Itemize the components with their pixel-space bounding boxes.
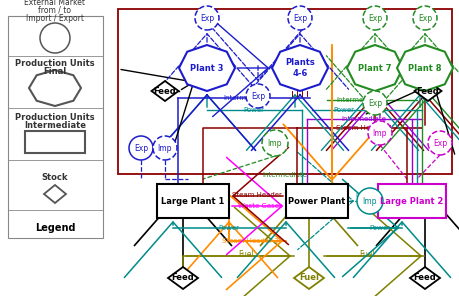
Text: Stock: Stock xyxy=(42,173,68,183)
Circle shape xyxy=(195,6,218,30)
Polygon shape xyxy=(151,81,178,101)
Text: Feed: Feed xyxy=(171,274,194,282)
Circle shape xyxy=(367,121,391,145)
Circle shape xyxy=(129,136,153,160)
Polygon shape xyxy=(396,45,452,91)
Text: Power: Power xyxy=(218,225,239,231)
Text: from / to: from / to xyxy=(39,6,71,15)
Text: Plant 8: Plant 8 xyxy=(408,64,441,73)
Polygon shape xyxy=(29,70,81,106)
Text: Exp: Exp xyxy=(367,14,381,22)
Text: Steam Header 3: Steam Header 3 xyxy=(221,238,278,244)
Text: Intermediate: Intermediate xyxy=(336,97,381,103)
Text: Exp: Exp xyxy=(292,14,307,22)
Circle shape xyxy=(427,131,451,155)
FancyBboxPatch shape xyxy=(25,131,85,153)
Text: Intermediate: Intermediate xyxy=(24,120,86,130)
Text: Exp: Exp xyxy=(134,144,148,152)
Text: Steam Header 1: Steam Header 1 xyxy=(335,125,392,131)
Text: Imp: Imp xyxy=(362,197,376,205)
Text: Exp: Exp xyxy=(432,139,446,147)
Text: Waste Gases: Waste Gases xyxy=(237,203,282,209)
Text: Steam Header 1: Steam Header 1 xyxy=(231,192,288,198)
Text: Intermediate: Intermediate xyxy=(262,172,307,178)
Circle shape xyxy=(40,23,70,53)
Text: Exp: Exp xyxy=(251,91,264,101)
Circle shape xyxy=(356,188,382,214)
Text: Fuel: Fuel xyxy=(358,250,374,259)
Text: Power: Power xyxy=(355,193,374,198)
Polygon shape xyxy=(44,185,66,203)
Text: Feed: Feed xyxy=(413,274,436,282)
Text: Intermediate: Intermediate xyxy=(223,95,268,101)
Text: Production Units: Production Units xyxy=(15,112,95,121)
Polygon shape xyxy=(346,45,402,91)
Polygon shape xyxy=(414,81,441,101)
Text: Imp: Imp xyxy=(157,144,172,152)
Circle shape xyxy=(362,91,386,115)
Circle shape xyxy=(362,6,386,30)
Text: Power: Power xyxy=(243,107,264,113)
Polygon shape xyxy=(271,45,327,91)
Text: Fuel: Fuel xyxy=(298,274,318,282)
Text: Imp: Imp xyxy=(372,128,386,138)
Circle shape xyxy=(262,130,287,156)
FancyBboxPatch shape xyxy=(377,184,445,218)
Polygon shape xyxy=(409,267,439,289)
Text: Fuel: Fuel xyxy=(238,250,253,259)
Text: Exp: Exp xyxy=(367,99,381,107)
Text: External Market: External Market xyxy=(24,0,85,7)
Text: Production Units: Production Units xyxy=(15,59,95,67)
Text: Large Plant 2: Large Plant 2 xyxy=(380,197,443,205)
FancyBboxPatch shape xyxy=(157,184,229,218)
Text: Power: Power xyxy=(369,225,390,231)
Circle shape xyxy=(287,6,311,30)
Text: Exp: Exp xyxy=(417,14,431,22)
Polygon shape xyxy=(168,267,197,289)
Text: Imp: Imp xyxy=(267,139,282,147)
Text: Power Plant: Power Plant xyxy=(288,197,345,205)
Circle shape xyxy=(412,6,436,30)
Circle shape xyxy=(153,136,177,160)
Text: Legend: Legend xyxy=(35,223,75,233)
Circle shape xyxy=(246,84,269,108)
FancyBboxPatch shape xyxy=(8,16,103,238)
Text: Plants
4-6: Plants 4-6 xyxy=(285,58,314,78)
Text: Intermediate: Intermediate xyxy=(341,116,386,122)
Text: Plant 7: Plant 7 xyxy=(358,64,391,73)
Text: Plant 3: Plant 3 xyxy=(190,64,223,73)
Text: Feed: Feed xyxy=(153,86,176,96)
Text: Final: Final xyxy=(43,67,67,75)
Text: Exp: Exp xyxy=(200,14,213,22)
Text: Power: Power xyxy=(333,107,354,113)
Polygon shape xyxy=(179,45,235,91)
Text: Import / Export: Import / Export xyxy=(26,14,84,22)
FancyBboxPatch shape xyxy=(285,184,347,218)
Text: Feed: Feed xyxy=(416,86,438,96)
Text: Large Plant 1: Large Plant 1 xyxy=(161,197,224,205)
Polygon shape xyxy=(293,267,323,289)
